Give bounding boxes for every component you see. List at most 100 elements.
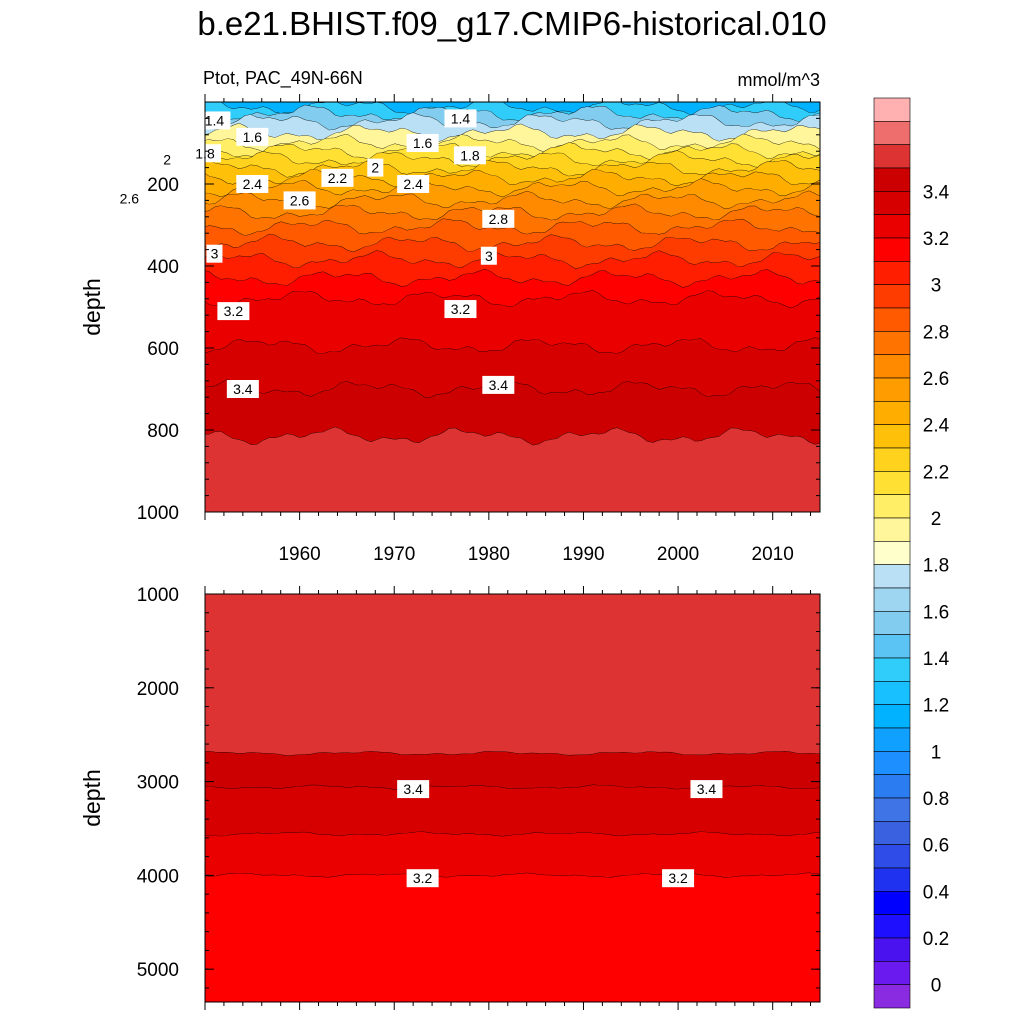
contour-label-box — [482, 375, 515, 394]
colorbar-box — [873, 517, 911, 542]
colorbar-label: 1.2 — [923, 696, 949, 717]
contour-label: 2 — [371, 160, 379, 176]
colorbar-box — [873, 844, 911, 869]
colorbar-box — [873, 891, 911, 915]
y-tick-label: 3000 — [137, 773, 179, 794]
x-tick-label: 2010 — [752, 544, 794, 565]
contour-fills — [205, 594, 820, 1002]
colorbar-label: 2.4 — [923, 416, 950, 437]
contour-band — [205, 112, 820, 143]
colorbar-label: 1.4 — [923, 649, 950, 670]
colorbar-label: 1.6 — [923, 602, 949, 623]
colorbar-box — [873, 377, 911, 402]
contour-label-box — [662, 869, 695, 888]
colorbar-box — [873, 564, 911, 589]
colorbar-box — [873, 167, 911, 192]
x-tick-label: 1970 — [373, 544, 415, 565]
contour-band — [205, 831, 820, 878]
x-tick-label: 1960 — [278, 544, 320, 565]
left-label: Ptot, PAC_49N-66N — [203, 68, 363, 89]
contour-band — [205, 150, 820, 178]
contour-band — [205, 191, 820, 221]
contour-label-box — [406, 869, 439, 888]
y-axis-label: depth — [79, 278, 105, 336]
colorbar-box — [873, 727, 911, 752]
colorbar-box — [873, 494, 911, 519]
colorbar-label: 1.8 — [923, 556, 949, 577]
contour-label: 3 — [211, 246, 219, 262]
colorbar-box — [873, 121, 911, 145]
units-label: mmol/m^3 — [738, 70, 820, 90]
contour-label: 3.2 — [451, 301, 471, 317]
contour-label: 2.4 — [243, 176, 263, 192]
contour-label-box — [367, 158, 384, 177]
contour-band — [205, 178, 820, 210]
contour-label-box — [690, 780, 723, 799]
contour-label: 3 — [485, 248, 493, 264]
colorbar-box — [873, 191, 911, 215]
contour-line — [205, 142, 820, 161]
colorbar-box — [873, 914, 911, 939]
colorbar-label: 0.6 — [923, 836, 949, 857]
y-tick-label: 2000 — [137, 679, 179, 700]
contour-label: 2.4 — [403, 176, 423, 192]
colorbar-box — [873, 937, 911, 962]
colorbar-box — [873, 681, 911, 705]
contour-label: 3.2 — [668, 870, 688, 886]
contour-label: 2.2 — [328, 170, 348, 186]
colorbar-box — [873, 751, 911, 775]
colorbar-box — [873, 611, 911, 635]
contour-band — [205, 105, 820, 131]
colorbar-label: 2.6 — [923, 369, 949, 390]
contour-band — [205, 269, 820, 309]
colorbar-box — [873, 237, 911, 262]
colorbar-box — [873, 774, 911, 799]
x-tick-label: 2000 — [657, 544, 699, 565]
contour-label-box — [198, 111, 231, 130]
y-tick-label: 200 — [147, 175, 179, 196]
contour-band — [205, 337, 820, 398]
contour-label: 3.4 — [233, 381, 253, 397]
contour-label-box — [159, 150, 176, 169]
contour-label: 1.4 — [205, 112, 225, 128]
contour-label-box — [206, 244, 223, 263]
colorbar-box — [873, 144, 911, 169]
colorbar-label: 0.8 — [923, 789, 949, 810]
contour-label-box — [217, 302, 250, 321]
colorbar-label: 0 — [931, 976, 942, 997]
contour-band — [205, 250, 820, 288]
contour-band — [205, 751, 820, 790]
colorbar-box — [873, 587, 911, 612]
contour-label-box — [444, 109, 477, 128]
colorbar-box — [873, 704, 911, 729]
contour-band — [205, 160, 820, 188]
colorbar-box — [873, 97, 911, 122]
contour-label: 1.6 — [243, 129, 263, 145]
colorbar-box — [873, 214, 911, 239]
contour-label: 1.4 — [451, 110, 471, 126]
colorbar-box — [873, 821, 911, 845]
colorbar-label: 3 — [931, 276, 942, 297]
contour-band — [205, 234, 820, 269]
colorbar-box — [873, 447, 911, 472]
contour-band — [205, 290, 820, 354]
contour-band — [205, 218, 820, 253]
lower-panel: 3.4 3.4 3.2 3.2 1000 2000 3000 4000 5000 depth — [79, 585, 821, 1010]
contour-label: 1.6 — [413, 135, 433, 151]
contour-label: 2.6 — [120, 190, 140, 206]
colorbar-box — [873, 984, 911, 1009]
contour-band — [205, 873, 820, 1002]
plot-frame — [204, 101, 821, 513]
y-tick-label: 5000 — [137, 960, 179, 981]
colorbar-box — [873, 471, 911, 495]
colorbar-box — [873, 354, 911, 379]
contour-label-box — [480, 246, 497, 265]
contour-label-box — [226, 380, 259, 398]
contour-band — [205, 785, 820, 837]
contour-label-box — [482, 209, 515, 228]
contour-band — [205, 134, 820, 161]
colorbar-box — [873, 797, 911, 822]
y-tick-label: 400 — [147, 257, 179, 278]
colorbar-label: 2.8 — [923, 322, 949, 343]
contour-label-box — [444, 300, 477, 319]
